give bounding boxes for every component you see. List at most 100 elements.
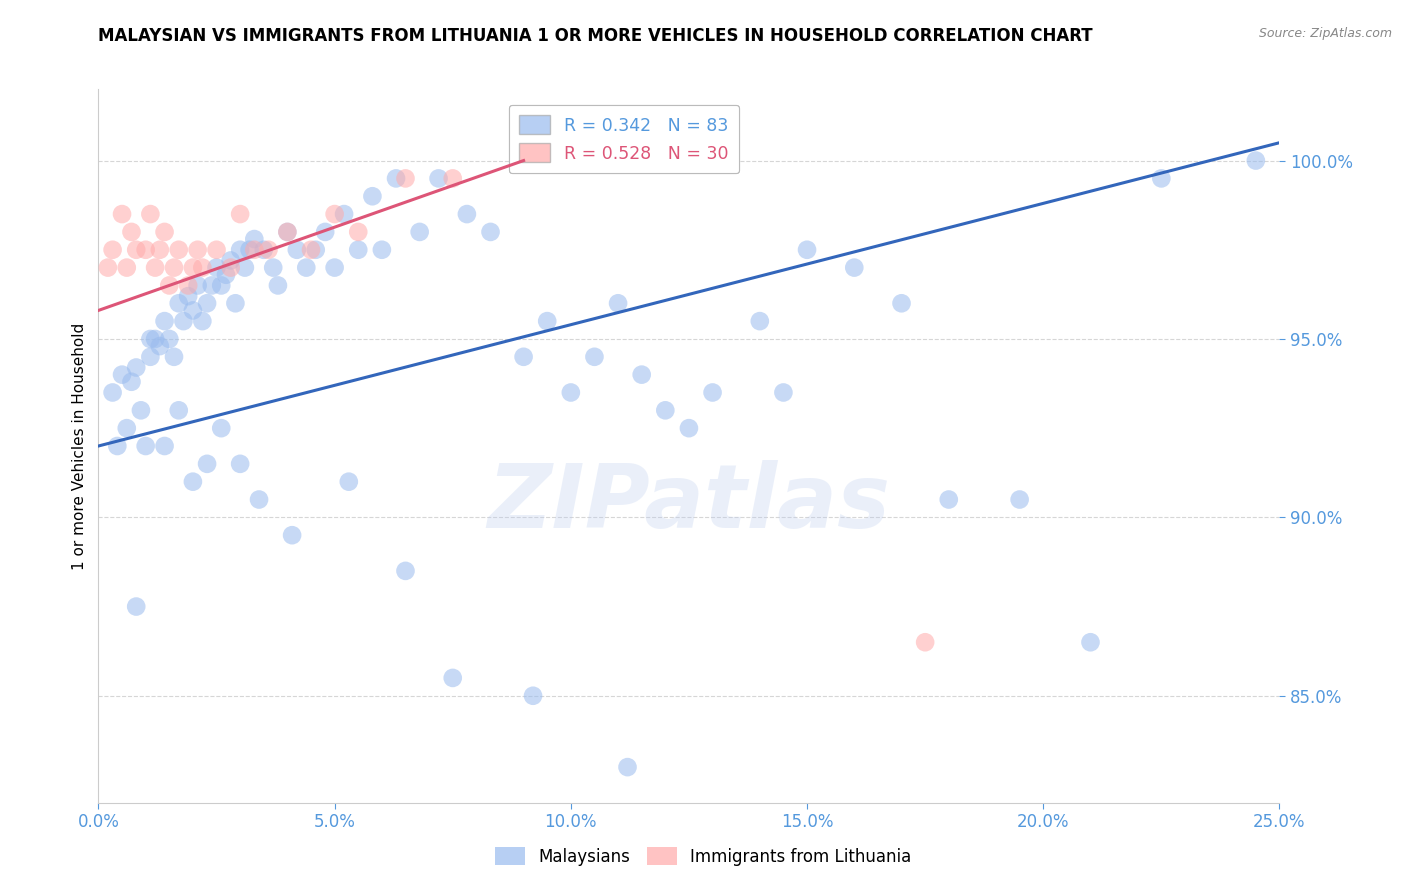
Point [371, 243, 394, 257]
Point [257, 243, 280, 257]
Point [243, 243, 266, 257]
Point [239, 243, 262, 257]
Point [337, 475, 360, 489]
Point [191, 314, 214, 328]
Point [167, 243, 190, 257]
Point [512, 350, 534, 364]
Point [149, 243, 172, 257]
Point [125, 360, 148, 375]
Point [229, 457, 252, 471]
Point [938, 492, 960, 507]
Point [163, 260, 186, 275]
Point [187, 278, 209, 293]
Legend: Malaysians, Immigrants from Lithuania: Malaysians, Immigrants from Lithuania [488, 840, 918, 872]
Point [305, 243, 328, 257]
Point [153, 314, 176, 328]
Point [1150, 171, 1173, 186]
Point [616, 760, 638, 774]
Point [441, 671, 464, 685]
Point [607, 296, 630, 310]
Point [115, 260, 138, 275]
Point [314, 225, 336, 239]
Point [441, 171, 464, 186]
Point [181, 303, 204, 318]
Point [149, 339, 172, 353]
Point [1008, 492, 1031, 507]
Point [101, 243, 124, 257]
Point [157, 278, 180, 293]
Point [111, 207, 134, 221]
Point [456, 207, 478, 221]
Text: ZIPatlas: ZIPatlas [488, 459, 890, 547]
Point [427, 171, 450, 186]
Point [385, 171, 408, 186]
Point [209, 278, 232, 293]
Point [205, 243, 228, 257]
Point [394, 171, 416, 186]
Point [890, 296, 912, 310]
Point [135, 439, 157, 453]
Point [215, 268, 238, 282]
Point [139, 207, 162, 221]
Point [914, 635, 936, 649]
Point [121, 375, 143, 389]
Point [135, 243, 157, 257]
Point [181, 260, 204, 275]
Point [105, 439, 128, 453]
Point [347, 225, 370, 239]
Point [219, 260, 242, 275]
Point [630, 368, 652, 382]
Text: MALAYSIAN VS IMMIGRANTS FROM LITHUANIA 1 OR MORE VEHICLES IN HOUSEHOLD CORRELATI: MALAYSIAN VS IMMIGRANTS FROM LITHUANIA 1… [98, 27, 1092, 45]
Point [125, 243, 148, 257]
Point [177, 289, 200, 303]
Point [167, 296, 190, 310]
Point [121, 225, 143, 239]
Point [201, 278, 224, 293]
Point [163, 350, 186, 364]
Point [181, 475, 204, 489]
Point [536, 314, 558, 328]
Point [229, 243, 252, 257]
Point [167, 403, 190, 417]
Point [139, 350, 162, 364]
Point [101, 385, 124, 400]
Point [844, 260, 866, 275]
Point [125, 599, 148, 614]
Point [209, 421, 232, 435]
Point [347, 243, 370, 257]
Point [748, 314, 770, 328]
Point [333, 207, 356, 221]
Point [267, 278, 290, 293]
Point [153, 439, 176, 453]
Text: Source: ZipAtlas.com: Source: ZipAtlas.com [1258, 27, 1392, 40]
Point [654, 403, 676, 417]
Point [139, 332, 162, 346]
Point [233, 260, 256, 275]
Point [1080, 635, 1102, 649]
Point [111, 368, 134, 382]
Point [276, 225, 298, 239]
Point [479, 225, 502, 239]
Point [1244, 153, 1267, 168]
Point [361, 189, 384, 203]
Point [702, 385, 724, 400]
Point [177, 278, 200, 293]
Point [224, 296, 246, 310]
Point [281, 528, 304, 542]
Point [796, 243, 818, 257]
Point [157, 332, 180, 346]
Legend: R = 0.342   N = 83, R = 0.528   N = 30: R = 0.342 N = 83, R = 0.528 N = 30 [509, 105, 740, 173]
Point [195, 296, 218, 310]
Point [229, 207, 252, 221]
Point [191, 260, 214, 275]
Point [583, 350, 606, 364]
Point [522, 689, 544, 703]
Point [115, 421, 138, 435]
Point [187, 243, 209, 257]
Point [295, 260, 318, 275]
Point [323, 260, 346, 275]
Point [560, 385, 582, 400]
Point [285, 243, 308, 257]
Point [247, 492, 270, 507]
Point [253, 243, 276, 257]
